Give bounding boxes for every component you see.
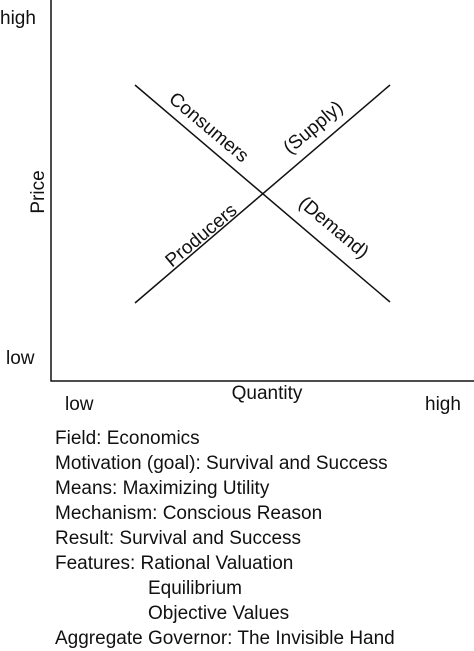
note-line: Aggregate Governor: The Invisible Hand xyxy=(55,628,395,649)
note-line: Mechanism: Conscious Reason xyxy=(55,503,322,524)
notes: Field: Economics Motivation (goal): Survi… xyxy=(55,428,395,649)
line-label: (Supply) xyxy=(280,97,348,159)
note-line: Result: Survival and Success xyxy=(55,528,301,549)
note-line: Features: Rational Valuation xyxy=(55,553,293,574)
y-axis-label: Price xyxy=(28,170,49,213)
plot-frame xyxy=(50,0,474,382)
note-line: Motivation (goal): Survival and Success xyxy=(55,453,388,474)
x-high-label: high xyxy=(425,394,461,415)
y-low-label: low xyxy=(6,348,35,369)
x-low-label: low xyxy=(65,394,94,415)
y-high-label: high xyxy=(0,8,36,29)
note-line: Means: Maximizing Utility xyxy=(55,478,270,499)
supply-line xyxy=(134,84,391,304)
line-label: Producers xyxy=(162,200,242,272)
line-label: Consumers xyxy=(165,89,253,168)
note-line: Field: Economics xyxy=(55,428,200,449)
note-line: Objective Values xyxy=(148,603,289,624)
note-line: Equilibrium xyxy=(148,578,242,599)
x-axis-label: Quantity xyxy=(232,383,303,404)
line-label: (Demand) xyxy=(294,193,372,263)
